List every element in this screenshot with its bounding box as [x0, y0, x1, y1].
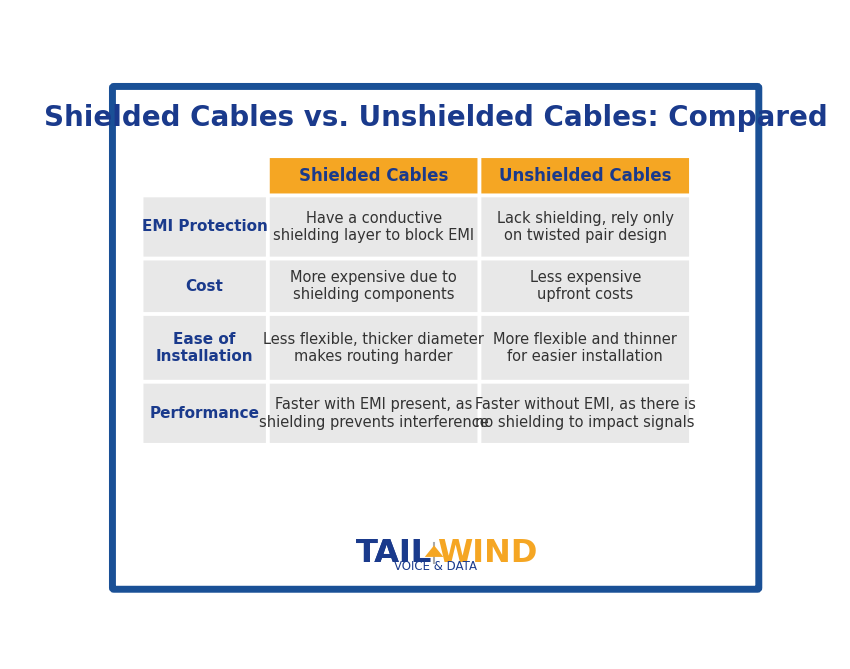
Text: VOICE & DATA: VOICE & DATA — [394, 560, 477, 573]
Polygon shape — [425, 545, 444, 557]
Text: EMI Protection: EMI Protection — [142, 219, 268, 234]
Text: Less flexible, thicker diameter
makes routing harder: Less flexible, thicker diameter makes ro… — [264, 332, 484, 364]
Text: Unshielded Cables: Unshielded Cables — [499, 167, 672, 185]
Text: Cost: Cost — [186, 279, 224, 294]
FancyBboxPatch shape — [144, 316, 266, 380]
FancyBboxPatch shape — [269, 158, 478, 193]
FancyBboxPatch shape — [481, 197, 689, 257]
Text: TAIL: TAIL — [356, 538, 433, 569]
FancyBboxPatch shape — [269, 260, 478, 312]
Text: Have a conductive
shielding layer to block EMI: Have a conductive shielding layer to blo… — [273, 211, 474, 243]
Text: Shielded Cables: Shielded Cables — [299, 167, 448, 185]
FancyBboxPatch shape — [112, 86, 759, 589]
Text: Faster without EMI, as there is
no shielding to impact signals: Faster without EMI, as there is no shiel… — [475, 397, 695, 429]
Text: WIND: WIND — [437, 538, 537, 569]
Text: TAIL: TAIL — [356, 538, 433, 569]
FancyBboxPatch shape — [269, 316, 478, 380]
Text: Faster with EMI present, as
shielding prevents interference: Faster with EMI present, as shielding pr… — [258, 397, 489, 429]
FancyBboxPatch shape — [144, 383, 266, 443]
Text: Shielded Cables vs. Unshielded Cables: Compared: Shielded Cables vs. Unshielded Cables: C… — [43, 104, 828, 132]
FancyBboxPatch shape — [269, 383, 478, 443]
FancyBboxPatch shape — [144, 260, 266, 312]
FancyBboxPatch shape — [481, 260, 689, 312]
FancyBboxPatch shape — [481, 158, 689, 193]
Text: Lack shielding, rely only
on twisted pair design: Lack shielding, rely only on twisted pai… — [496, 211, 674, 243]
Text: More expensive due to
shielding components: More expensive due to shielding componen… — [290, 270, 457, 302]
FancyBboxPatch shape — [144, 197, 266, 257]
FancyBboxPatch shape — [481, 383, 689, 443]
Text: Performance: Performance — [150, 406, 259, 421]
FancyBboxPatch shape — [481, 316, 689, 380]
FancyBboxPatch shape — [269, 197, 478, 257]
Text: Ease of
Installation: Ease of Installation — [156, 332, 253, 364]
Text: Less expensive
upfront costs: Less expensive upfront costs — [530, 270, 641, 302]
Text: More flexible and thinner
for easier installation: More flexible and thinner for easier ins… — [493, 332, 677, 364]
